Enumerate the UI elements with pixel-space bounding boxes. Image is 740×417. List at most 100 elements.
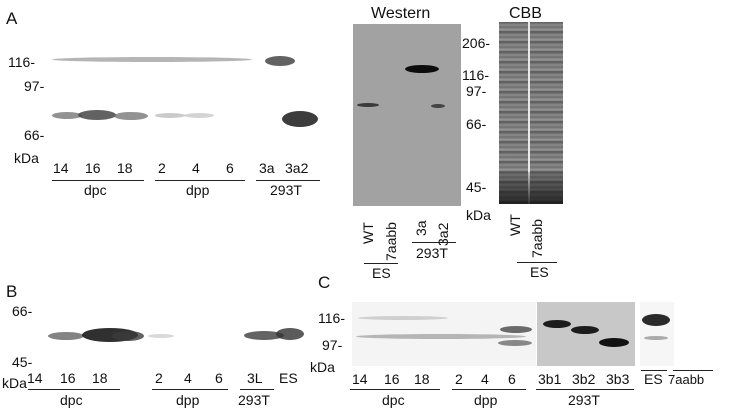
- group-dpc: dpc: [84, 182, 107, 198]
- group-line-dpc: [28, 389, 120, 390]
- blot-band: [357, 103, 379, 107]
- panel-c-blot-es: [640, 302, 674, 366]
- panel-a-letter: A: [6, 9, 18, 28]
- lane-16: 16: [60, 370, 76, 386]
- blot-band: [155, 113, 185, 118]
- group-line-dpp: [452, 389, 526, 390]
- western-marker-45: 45-: [466, 179, 487, 195]
- lane-16: 16: [85, 160, 101, 176]
- lane-6: 6: [508, 371, 516, 387]
- group-line-es: [517, 262, 557, 263]
- lane-es: ES: [644, 371, 663, 387]
- blot-band: [114, 112, 148, 120]
- group-293t: 293T: [238, 392, 270, 408]
- group-line-es: [641, 370, 667, 371]
- blot-band: [498, 340, 532, 346]
- western-title: Western: [371, 5, 431, 22]
- blot-band: [431, 104, 445, 108]
- group-293t: 293T: [270, 182, 302, 198]
- blot-band: [276, 328, 304, 340]
- panel-b-marker-45: 45-: [12, 354, 33, 370]
- group-line-dpc: [350, 389, 440, 390]
- blot-band: [148, 334, 174, 338]
- blot-band: [48, 332, 84, 340]
- panel-b-kda: kDa: [2, 375, 27, 391]
- lane-18: 18: [92, 370, 108, 386]
- blot-band: [184, 113, 214, 118]
- cbb-lane-wt: WT: [507, 214, 523, 236]
- western-lane-3a: 3a: [413, 220, 429, 236]
- lane-6: 6: [226, 160, 234, 176]
- blot-band: [244, 331, 284, 340]
- blot-band: [78, 110, 116, 120]
- group-line-dpp: [155, 180, 245, 181]
- lane-14: 14: [352, 371, 368, 387]
- group-dpc: dpc: [60, 392, 83, 408]
- cbb-group-es: ES: [530, 264, 549, 280]
- blot-band: [405, 65, 439, 73]
- group-line-es: [364, 263, 398, 264]
- cbb-gel: [499, 22, 563, 204]
- western-group-293t: 293T: [416, 245, 448, 261]
- blot-band: [282, 111, 318, 127]
- western-blot: [353, 24, 461, 206]
- group-dpp: dpp: [474, 392, 498, 408]
- panel-c-marker-97: 97-: [322, 337, 343, 353]
- blot-band: [642, 314, 670, 326]
- lane-2: 2: [455, 371, 463, 387]
- lane-16: 16: [384, 371, 400, 387]
- group-line-293t: [256, 180, 320, 181]
- group-line-7aabb: [673, 370, 713, 371]
- lane-2: 2: [158, 160, 166, 176]
- group-line-dpc: [52, 180, 144, 181]
- lane-6: 6: [215, 370, 223, 386]
- group-dpp: dpp: [176, 392, 200, 408]
- group-dpp: dpp: [186, 182, 210, 198]
- panel-a-kda: kDa: [14, 150, 39, 166]
- lane-3b2: 3b2: [572, 371, 596, 387]
- western-group-es: ES: [372, 265, 391, 281]
- panel-a-marker-116: 116-: [8, 54, 35, 70]
- lane-3a2: 3a2: [285, 160, 309, 176]
- lane-14: 14: [53, 160, 69, 176]
- gel-divider: [528, 22, 530, 204]
- lane-3b3: 3b3: [606, 371, 630, 387]
- group-line-dpp: [152, 389, 228, 390]
- panel-c-blot-293t: [537, 302, 635, 366]
- blot-band: [112, 331, 144, 341]
- lane-3l: 3L: [247, 370, 263, 386]
- lane-18: 18: [117, 160, 133, 176]
- blot-band: [358, 316, 448, 320]
- western-lane-7aabb: 7aabb: [383, 222, 399, 261]
- lane-3b1: 3b1: [538, 371, 562, 387]
- lane-4: 4: [192, 160, 200, 176]
- panel-b-marker-66: 66-: [12, 303, 33, 319]
- cbb-lane-7aabb: 7aabb: [529, 219, 545, 258]
- western-lane-wt: WT: [360, 222, 376, 244]
- western-marker-97: 97-: [466, 83, 487, 99]
- blot-band: [571, 326, 599, 334]
- blot-band: [356, 334, 526, 339]
- panel-b-letter: B: [6, 282, 18, 301]
- blot-band: [265, 56, 295, 66]
- group-line-293t: [240, 389, 274, 390]
- lane-es: ES: [279, 370, 298, 386]
- blot-band: [543, 320, 571, 328]
- blot-band: [500, 326, 532, 333]
- lane-2: 2: [155, 370, 163, 386]
- lane-7aabb: 7aabb: [668, 372, 705, 387]
- cbb-title: CBB: [509, 5, 542, 22]
- gel-bottom: [499, 172, 563, 204]
- panel-a-marker-97: 97-: [24, 78, 45, 94]
- group-dpc: dpc: [382, 392, 405, 408]
- lane-14: 14: [27, 370, 43, 386]
- lane-18: 18: [414, 371, 430, 387]
- group-line-293t: [412, 242, 456, 243]
- blot-band: [599, 338, 629, 347]
- blot-band: [644, 336, 668, 340]
- panel-c-blot-tissue: [352, 302, 536, 366]
- lane-4: 4: [481, 371, 489, 387]
- blot-band: [52, 57, 252, 62]
- panel-a-marker-66: 66-: [24, 127, 45, 143]
- panel-c-kda: kDa: [310, 359, 335, 375]
